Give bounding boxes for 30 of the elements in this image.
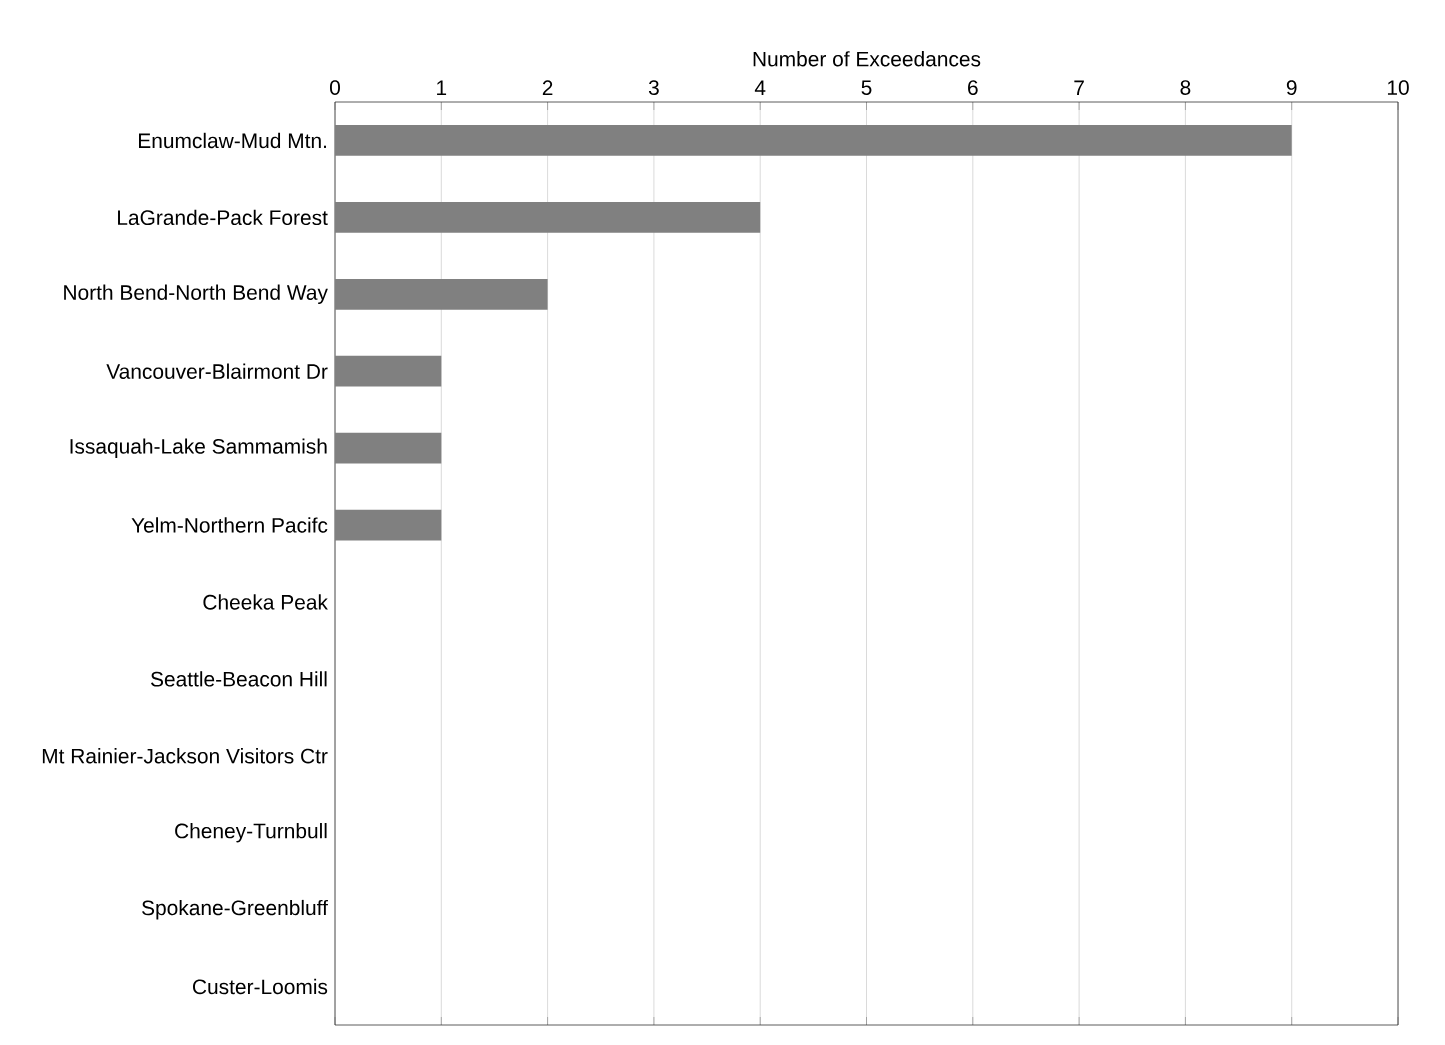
bar — [335, 432, 442, 464]
y-tick-label: LaGrande-Pack Forest — [118, 209, 328, 226]
x-tick-label: 6 — [968, 80, 978, 95]
bar — [335, 201, 761, 233]
x-tick-label: 8 — [1180, 80, 1191, 95]
y-tick-label: Cheney-Turnbull — [175, 822, 327, 843]
y-tick-label: Vancouver-Blairmont Dr — [106, 363, 328, 379]
x-tick-label: 2 — [542, 80, 553, 95]
bar — [335, 509, 442, 541]
y-tick-label: Mt Rainier-Jackson Visitors Ctr — [42, 748, 328, 764]
x-tick-label: 4 — [754, 80, 766, 95]
y-tick-label: North Bend-North Bend Way — [64, 284, 328, 305]
x-tick-label: 10 — [1387, 80, 1409, 95]
y-tick-label: Custer-Loomis — [192, 978, 328, 995]
y-tick-label: Yelm-Northern Pacifc — [131, 517, 328, 533]
bar — [335, 278, 548, 310]
x-tick-label: 9 — [1286, 80, 1297, 95]
y-tick-label: Issaquah-Lake Sammamish — [70, 438, 327, 458]
x-tick-label: 0 — [329, 80, 340, 95]
x-tick-label: 5 — [861, 80, 872, 95]
bar — [335, 125, 1292, 156]
y-tick-label: Cheeka Peak — [203, 594, 328, 610]
x-tick-label: 7 — [1074, 80, 1084, 95]
x-axis-title: Number of Exceedances — [753, 51, 981, 67]
y-tick-label: Seattle-Beacon Hill — [150, 671, 327, 687]
y-tick-label: Spokane-Greenbluff — [142, 899, 328, 920]
x-tick-label: 1 — [437, 80, 447, 95]
x-tick-label: 3 — [648, 80, 659, 95]
bar — [335, 355, 442, 387]
y-tick-label: Enumclaw-Mud Mtn. — [139, 132, 327, 149]
